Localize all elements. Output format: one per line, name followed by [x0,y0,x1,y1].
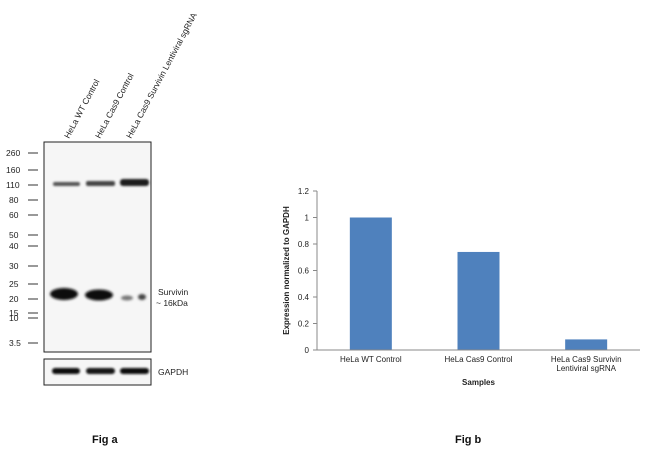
y-axis-label: Expression normalized to GAPDH [282,206,291,335]
high-mw-bands [53,179,149,186]
y-tick-label: 1 [305,214,310,223]
marker-40: 40 [9,241,19,251]
band-110-lane-2 [86,181,115,186]
x-axis-categories: HeLa WT Control HeLa Cas9 Control HeLa Cas… [340,355,622,373]
marker-10: 10 [9,313,19,323]
band-gapdh-lane-1 [52,368,80,374]
band-survivin-lane-3b [138,294,146,300]
band-110-lane-1 [53,182,80,186]
x-category-label: Lentiviral sgRNA [556,364,616,373]
band-gapdh-lane-2 [86,368,115,374]
blot-panel [43,141,152,353]
bar-2 [457,251,500,350]
marker-30: 30 [9,261,19,271]
y-tick-label: 0.6 [298,267,310,276]
marker-110: 110 [6,180,20,190]
band-survivin-lane-1 [50,288,78,300]
bar-3 [565,339,608,350]
figure-b-caption: Fig b [455,434,482,446]
survivin-label: Survivin [158,287,189,297]
x-category-label: HeLa WT Control [340,355,402,364]
survivin-size-label: ~ 16kDa [156,298,188,308]
y-tick-label: 0.4 [298,293,310,302]
band-110-lane-3 [120,179,149,186]
mw-markers: 260 160 110 80 60 50 40 30 25 20 15 10 3… [6,148,38,348]
x-category-label: HeLa Cas9 Control [444,355,512,364]
marker-80: 80 [9,195,19,205]
x-category-label: HeLa Cas9 Survivin [551,355,622,364]
y-tick-label: 0.2 [298,320,310,329]
y-tick-label: 0.8 [298,240,310,249]
survivin-bands [50,288,146,301]
marker-160: 160 [6,165,20,175]
band-survivin-lane-2 [85,289,113,301]
bar-1 [349,217,392,350]
gapdh-bands [52,368,149,374]
marker-3-5: 3.5 [9,338,21,348]
band-gapdh-lane-3 [120,368,149,374]
band-survivin-lane-3a [121,295,133,301]
figure-a-caption: Fig a [92,434,118,446]
y-tick-label: 0 [305,346,310,355]
marker-15: 15 [9,308,19,318]
marker-20: 20 [9,294,19,304]
x-axis-label: Samples [462,378,495,387]
marker-260: 260 [6,148,20,158]
y-axis-ticks: 0 0.2 0.4 0.6 0.8 1 1.2 [298,187,317,355]
chart-bars [349,217,608,350]
marker-25: 25 [9,279,19,289]
y-tick-label: 1.2 [298,187,310,196]
marker-60: 60 [9,210,19,220]
marker-50: 50 [9,230,19,240]
gapdh-label: GAPDH [158,367,188,377]
